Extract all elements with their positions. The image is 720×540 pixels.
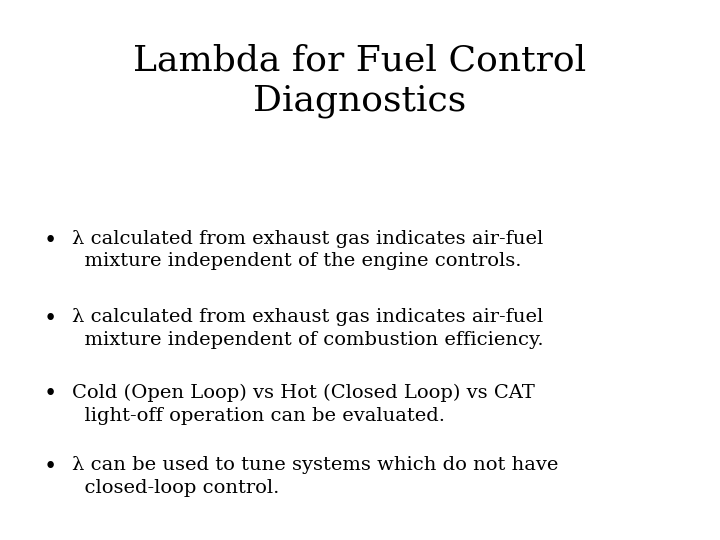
Text: λ calculated from exhaust gas indicates air-fuel
  mixture independent of the en: λ calculated from exhaust gas indicates … (72, 230, 544, 271)
Text: •: • (44, 456, 57, 478)
Text: •: • (44, 308, 57, 330)
Text: Lambda for Fuel Control
Diagnostics: Lambda for Fuel Control Diagnostics (133, 43, 587, 118)
Text: •: • (44, 383, 57, 406)
Text: •: • (44, 230, 57, 252)
Text: Cold (Open Loop) vs Hot (Closed Loop) vs CAT
  light-off operation can be evalua: Cold (Open Loop) vs Hot (Closed Loop) vs… (72, 383, 535, 424)
Text: λ can be used to tune systems which do not have
  closed-loop control.: λ can be used to tune systems which do n… (72, 456, 559, 497)
Text: λ calculated from exhaust gas indicates air-fuel
  mixture independent of combus: λ calculated from exhaust gas indicates … (72, 308, 544, 349)
